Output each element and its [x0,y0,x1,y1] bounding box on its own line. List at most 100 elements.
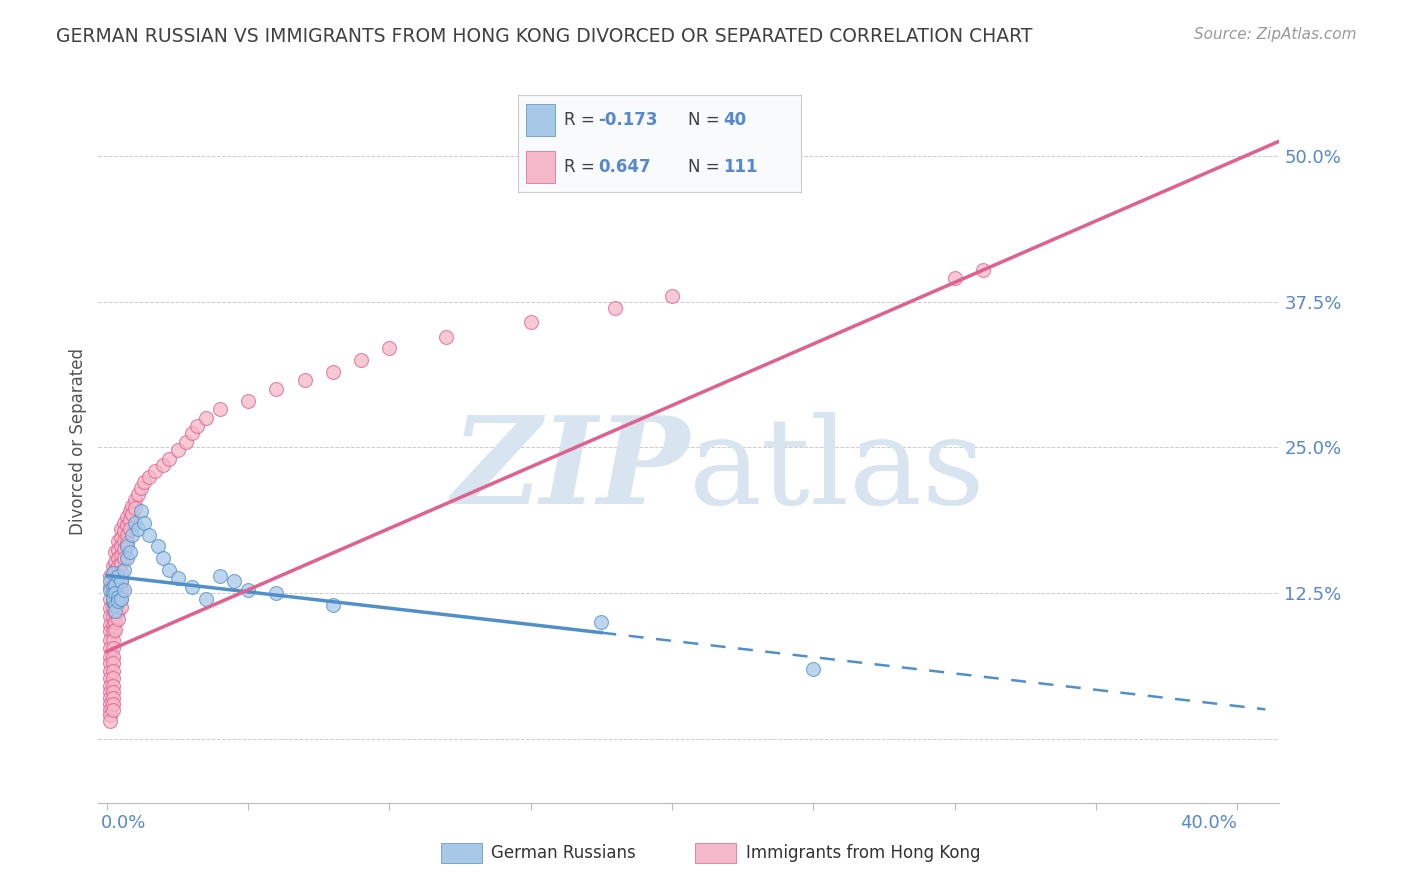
Point [121,528,143,542]
Point [98,632,121,647]
Point [118,522,141,536]
Point [104,571,127,585]
Point [98,580,121,594]
Point [124,500,146,515]
Point [127,522,149,536]
Point [98,609,121,624]
Point [101,578,124,592]
Point [132,516,155,530]
Point [101,594,124,608]
Point [98,714,121,729]
Point [98,671,121,685]
Point [972,263,994,277]
Point [180,580,202,594]
Point [129,481,152,495]
Point [121,507,143,521]
Point [104,590,127,604]
Point [101,697,124,711]
Point [152,458,174,472]
Point [112,563,135,577]
Point [98,591,121,606]
Point [110,540,132,554]
Text: 0.0%: 0.0% [101,814,146,832]
Point [101,559,124,574]
Point [98,690,121,705]
Point [801,662,824,676]
Point [107,594,129,608]
Point [107,568,129,582]
Point [98,664,121,678]
Point [110,591,132,606]
Point [98,656,121,670]
Point [98,624,121,639]
Point [166,571,188,585]
Point [112,533,135,548]
Point [107,578,129,592]
Point [107,542,129,557]
Point [121,499,143,513]
Point [98,708,121,723]
Point [322,598,344,612]
Point [104,606,127,620]
Point [107,612,129,626]
Point [112,551,135,566]
Point [101,601,124,615]
Text: atlas: atlas [689,412,986,529]
Point [107,590,129,604]
Point [138,528,160,542]
Text: 40.0%: 40.0% [1180,814,1237,832]
Point [127,487,149,501]
Point [194,411,217,425]
Point [294,373,316,387]
Point [129,504,152,518]
Point [98,601,121,615]
Point [101,580,124,594]
Point [104,580,127,594]
Point [208,568,231,582]
Point [101,685,124,699]
Point [110,565,132,579]
Point [118,504,141,518]
Bar [695,843,737,863]
Point [110,557,132,571]
Point [104,603,127,617]
Point [112,541,135,556]
Point [98,568,121,582]
Point [110,591,132,606]
Point [605,301,627,315]
Point [350,353,373,368]
Point [98,702,121,716]
Point [101,586,124,600]
Text: Immigrants from Hong Kong: Immigrants from Hong Kong [745,844,980,862]
Point [101,702,124,716]
Point [112,524,135,539]
Point [208,401,231,416]
Point [101,671,124,685]
Point [112,516,135,530]
Point [266,382,288,396]
Text: Source: ZipAtlas.com: Source: ZipAtlas.com [1194,27,1357,42]
Point [378,341,401,355]
Point [132,475,155,490]
Point [661,289,683,303]
Point [107,603,129,617]
Point [107,559,129,574]
Point [98,650,121,665]
Point [101,679,124,693]
Point [434,329,457,343]
Point [104,578,127,592]
Point [110,522,132,536]
Point [107,533,129,548]
Point [115,540,138,554]
Point [110,574,132,589]
Point [118,545,141,559]
Point [112,582,135,597]
Point [98,582,121,597]
Point [143,464,166,478]
Point [104,555,127,569]
Point [322,365,344,379]
Point [222,574,245,589]
Point [591,615,613,630]
Point [115,518,138,533]
Point [115,528,138,542]
